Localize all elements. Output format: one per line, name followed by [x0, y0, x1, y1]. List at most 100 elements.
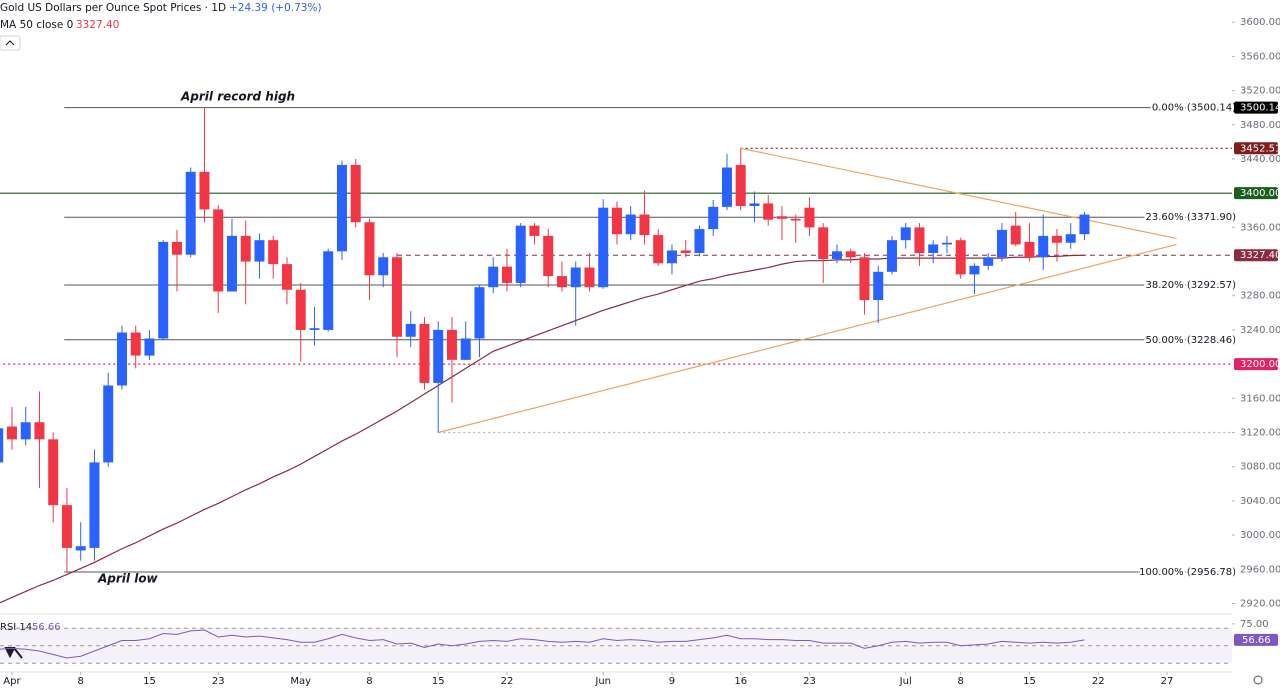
candle-body	[955, 240, 966, 275]
candle-body	[886, 240, 897, 272]
candle-body	[488, 266, 499, 288]
candle-body	[20, 422, 31, 440]
candle-body	[254, 240, 265, 262]
ma-value: 3327.40	[76, 19, 119, 31]
candle-body	[103, 385, 114, 463]
candle-body	[625, 214, 636, 235]
candle-body	[446, 329, 457, 360]
trendline	[740, 147, 1177, 240]
x-tick-label: 23	[212, 676, 225, 687]
candle-body	[983, 257, 994, 266]
trendline	[438, 243, 1177, 434]
rsi-value: 56.66	[32, 622, 61, 633]
candle-body	[240, 235, 251, 262]
y-tick-label: 3120.00	[1240, 428, 1280, 439]
candle-body	[996, 229, 1007, 258]
candle-body	[941, 242, 952, 245]
x-tick-label: 8	[78, 676, 84, 687]
x-tick-label: 22	[1092, 676, 1105, 687]
candle-body	[48, 439, 59, 506]
candle-body	[6, 426, 17, 440]
fib-label: 100.00% (2956.78)	[1139, 567, 1236, 578]
y-tick-label: 3080.00	[1240, 462, 1280, 473]
candle-body	[158, 241, 169, 339]
x-tick-label: 27	[1161, 676, 1174, 687]
candle-body	[543, 235, 554, 277]
candle-body	[391, 257, 402, 337]
candle-body	[323, 251, 334, 330]
x-tick-label: 22	[501, 676, 514, 687]
candle-body	[749, 203, 760, 206]
x-tick-label: 8	[958, 676, 964, 687]
candle-body	[309, 328, 320, 330]
ma-line	[0, 254, 1085, 604]
candle-body	[89, 462, 100, 548]
y-tick-label: 75.00	[1240, 619, 1269, 630]
candle-body	[515, 225, 526, 283]
candle-body	[584, 267, 595, 288]
candle-body	[859, 257, 870, 301]
candle-body	[570, 267, 581, 288]
y-tick-label: 2960.00	[1240, 564, 1280, 575]
candle-body	[556, 276, 567, 288]
candle-body	[405, 323, 416, 337]
candle-body	[529, 225, 540, 236]
x-tick-label: Jun	[594, 676, 611, 687]
candle-body	[199, 171, 210, 210]
y-tick-label: 3280.00	[1240, 291, 1280, 302]
plot-area	[0, 107, 1232, 604]
candle-body	[969, 265, 980, 275]
candle-body	[873, 271, 884, 301]
x-tick-label: 8	[366, 676, 372, 687]
settings-icon[interactable]	[1253, 675, 1263, 685]
y-tick-label: 3480.00	[1240, 120, 1280, 131]
ma-legend: MA 50 close 0	[0, 19, 73, 31]
candle-body	[914, 227, 925, 254]
y-tick-label: 2920.00	[1240, 598, 1280, 609]
candle-body	[460, 338, 471, 360]
candle-body	[804, 207, 815, 228]
price-label: 3400.00	[1240, 188, 1280, 199]
y-tick-label: 3360.00	[1240, 222, 1280, 233]
price-label-box	[1234, 249, 1278, 262]
candle-body	[1024, 241, 1035, 258]
candle-body	[0, 428, 4, 463]
annotation: April low	[97, 572, 159, 586]
price-label-box	[1234, 101, 1278, 114]
candle-body	[501, 266, 512, 283]
candle-body	[171, 241, 182, 255]
y-tick-label: 3000.00	[1240, 530, 1280, 541]
x-tick-label: 23	[803, 676, 816, 687]
candle-body	[900, 227, 911, 241]
candle-body	[818, 227, 829, 259]
candle-body	[790, 218, 801, 221]
candle-body	[735, 164, 746, 206]
x-tick-label: Apr	[3, 676, 21, 687]
candle-body	[281, 264, 292, 290]
x-tick-label: May	[290, 676, 311, 687]
candle-body	[721, 167, 732, 207]
x-tick-label: 15	[143, 676, 156, 687]
collapse-button[interactable]	[0, 35, 21, 51]
price-change: +24.39 (+0.73%)	[229, 2, 322, 14]
candle-body	[268, 240, 279, 265]
price-label-box	[1234, 187, 1278, 200]
price-label: 3327.40	[1240, 250, 1280, 261]
rsi-label-box	[1234, 633, 1278, 646]
y-tick-label: 3040.00	[1240, 496, 1280, 507]
price-label: 3200.00	[1240, 359, 1280, 370]
fib-label: 23.60% (3371.90)	[1146, 212, 1237, 223]
candle-body	[116, 332, 127, 386]
price-label: 3452.51	[1240, 143, 1280, 154]
candle-body	[350, 164, 361, 223]
candle-body	[419, 323, 430, 383]
fib-label: 50.00% (3228.46)	[1146, 335, 1237, 346]
candle-body	[336, 164, 347, 252]
candle-body	[61, 505, 72, 548]
candle-body	[378, 257, 389, 276]
candle-body	[1079, 214, 1090, 235]
y-tick-label: 3560.00	[1240, 51, 1280, 62]
fib-label: 0.00% (3500.14)	[1152, 103, 1236, 114]
y-tick-label: 3520.00	[1240, 86, 1280, 97]
